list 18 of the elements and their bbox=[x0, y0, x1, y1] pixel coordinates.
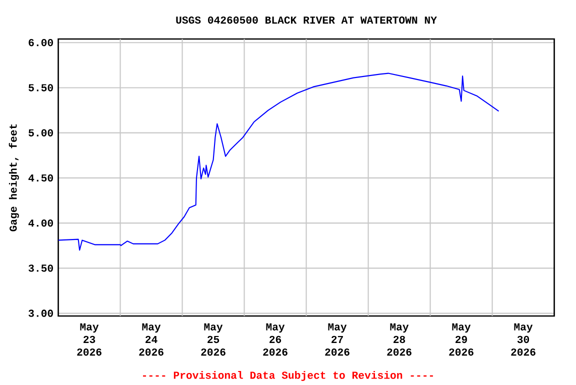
x-tick-label: May 24 2026 bbox=[139, 323, 164, 356]
x-tick-label: May 26 2026 bbox=[263, 323, 288, 356]
x-tick-label: May 25 2026 bbox=[201, 323, 226, 356]
chart-title: USGS 04260500 BLACK RIVER AT WATERTOWN NY bbox=[176, 16, 437, 24]
x-tick-label: May 27 2026 bbox=[325, 323, 350, 356]
text: ---- Provisional Data Subject to Revision ---- bbox=[143, 370, 433, 381]
x-tick-label: May 29 2026 bbox=[449, 323, 474, 356]
y-tick-label: 5.00 bbox=[28, 129, 53, 136]
y-axis-title: Gage height, feet bbox=[8, 124, 19, 232]
y-tick-label: 6.00 bbox=[28, 38, 53, 46]
x-tick-label: May 28 2026 bbox=[387, 323, 412, 356]
y-tick-label: 3.00 bbox=[28, 309, 53, 317]
y-tick-label: 5.50 bbox=[28, 84, 53, 92]
y-tick-label: 4.00 bbox=[28, 219, 53, 226]
x-tick-label: May 23 2026 bbox=[77, 323, 102, 356]
y-tick-label: 3.50 bbox=[28, 264, 53, 272]
x-tick-label: May 30 2026 bbox=[511, 323, 536, 356]
y-tick-label: 4.50 bbox=[28, 174, 53, 182]
